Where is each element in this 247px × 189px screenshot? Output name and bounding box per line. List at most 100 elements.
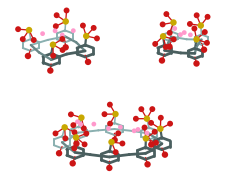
- Circle shape: [70, 135, 71, 136]
- Circle shape: [136, 127, 140, 132]
- Circle shape: [106, 126, 111, 131]
- Circle shape: [100, 159, 103, 161]
- Circle shape: [177, 38, 179, 40]
- Circle shape: [187, 50, 189, 52]
- Circle shape: [50, 41, 56, 48]
- Circle shape: [61, 147, 63, 149]
- Circle shape: [72, 39, 74, 40]
- Circle shape: [151, 149, 154, 151]
- Circle shape: [71, 28, 76, 33]
- Circle shape: [163, 54, 165, 57]
- Circle shape: [78, 122, 83, 127]
- Circle shape: [108, 162, 111, 164]
- Circle shape: [56, 150, 62, 156]
- Circle shape: [186, 38, 187, 40]
- Circle shape: [115, 130, 121, 136]
- Circle shape: [78, 138, 79, 139]
- Circle shape: [133, 116, 139, 122]
- Circle shape: [194, 57, 196, 60]
- Circle shape: [159, 57, 165, 64]
- Circle shape: [145, 131, 149, 135]
- Circle shape: [202, 29, 208, 35]
- Circle shape: [161, 137, 163, 139]
- Circle shape: [200, 55, 203, 57]
- Circle shape: [82, 154, 84, 156]
- Circle shape: [156, 136, 158, 137]
- Circle shape: [38, 47, 40, 49]
- Circle shape: [194, 47, 196, 49]
- Circle shape: [112, 111, 119, 117]
- Circle shape: [148, 141, 155, 148]
- Circle shape: [84, 56, 86, 58]
- Circle shape: [92, 47, 94, 49]
- Circle shape: [170, 47, 172, 49]
- Circle shape: [64, 8, 69, 13]
- Circle shape: [182, 30, 187, 35]
- Circle shape: [153, 155, 155, 157]
- Circle shape: [74, 145, 76, 148]
- Circle shape: [172, 26, 177, 31]
- Circle shape: [70, 129, 71, 130]
- Circle shape: [72, 33, 74, 34]
- Circle shape: [148, 139, 150, 140]
- Circle shape: [50, 53, 52, 55]
- Circle shape: [167, 30, 173, 36]
- Circle shape: [107, 102, 113, 108]
- Circle shape: [47, 67, 54, 74]
- Circle shape: [53, 130, 59, 136]
- Circle shape: [160, 22, 165, 27]
- Circle shape: [113, 149, 119, 155]
- Circle shape: [15, 26, 21, 32]
- Circle shape: [194, 41, 196, 43]
- Circle shape: [153, 146, 155, 148]
- Circle shape: [92, 53, 94, 55]
- Circle shape: [201, 44, 202, 46]
- Circle shape: [47, 39, 49, 41]
- Circle shape: [143, 135, 149, 142]
- Circle shape: [177, 33, 179, 35]
- Circle shape: [85, 59, 91, 65]
- Circle shape: [164, 38, 165, 40]
- Circle shape: [31, 37, 37, 43]
- Circle shape: [162, 151, 168, 158]
- Circle shape: [205, 14, 210, 20]
- Circle shape: [26, 27, 32, 33]
- Circle shape: [164, 33, 165, 35]
- Circle shape: [142, 125, 147, 130]
- Circle shape: [22, 41, 23, 43]
- Circle shape: [56, 39, 58, 40]
- Circle shape: [91, 25, 97, 31]
- Circle shape: [157, 125, 164, 132]
- Circle shape: [69, 160, 76, 167]
- Circle shape: [122, 125, 123, 127]
- Circle shape: [83, 131, 89, 136]
- Circle shape: [152, 41, 158, 47]
- Circle shape: [108, 139, 115, 145]
- Circle shape: [40, 31, 45, 36]
- Circle shape: [86, 129, 87, 130]
- Circle shape: [188, 33, 193, 37]
- Circle shape: [191, 26, 197, 31]
- Circle shape: [195, 46, 197, 48]
- Circle shape: [38, 51, 40, 53]
- Circle shape: [114, 134, 115, 136]
- Circle shape: [73, 140, 80, 147]
- Circle shape: [178, 32, 183, 37]
- Circle shape: [148, 127, 150, 129]
- Circle shape: [106, 131, 107, 133]
- Circle shape: [153, 149, 155, 152]
- Circle shape: [60, 47, 65, 53]
- Circle shape: [152, 129, 158, 135]
- Circle shape: [78, 115, 85, 121]
- Circle shape: [170, 19, 177, 26]
- Circle shape: [180, 52, 182, 54]
- Circle shape: [68, 147, 70, 149]
- Circle shape: [136, 149, 139, 152]
- Circle shape: [144, 146, 147, 149]
- Circle shape: [74, 157, 76, 160]
- Circle shape: [169, 140, 171, 142]
- Circle shape: [72, 129, 78, 135]
- Circle shape: [76, 53, 78, 55]
- Circle shape: [53, 23, 59, 29]
- Circle shape: [22, 47, 23, 49]
